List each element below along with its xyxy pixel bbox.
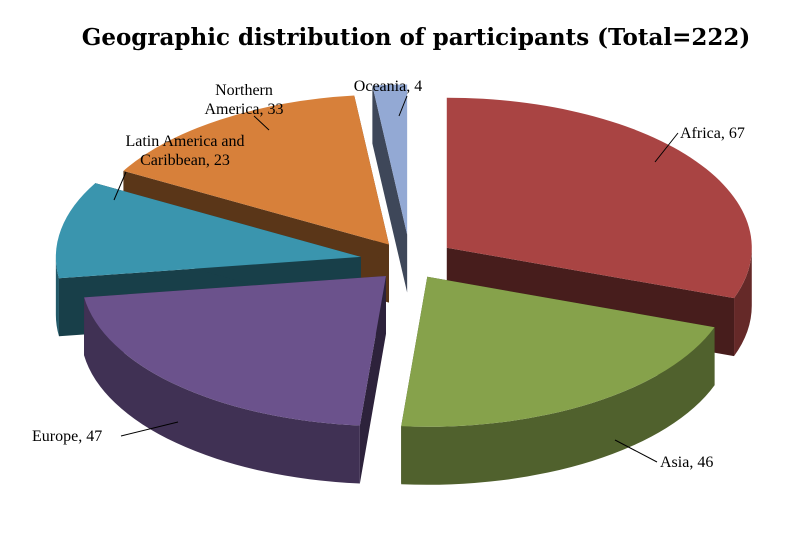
leader-line-latin-america-and-caribbean: [113, 171, 127, 201]
slice-labels: Africa, 67 Asia, 46 Europe, 47 Latin Americ…: [32, 78, 745, 471]
chart-title: Geographic distribution of participants …: [82, 24, 751, 51]
leader-line-oceania: [398, 95, 408, 117]
slice-europe: [84, 275, 386, 484]
slice-label-latin-america-and-caribbean: Latin America and Caribbean, 23: [125, 133, 244, 169]
slice-label-northern-america: Northern America, 33: [204, 82, 283, 118]
leader-line-northern-america: [253, 115, 270, 131]
leader-line-europe: [120, 421, 179, 437]
leader-line-asia: [614, 439, 658, 463]
pie-slices: [55, 84, 752, 485]
leader-line-africa: [654, 132, 679, 163]
slice-label-europe: Europe, 47: [32, 428, 102, 445]
slice-latin-america-and-caribbean: [55, 183, 361, 337]
slice-asia: [401, 276, 715, 485]
slice-label-oceania: Oceania, 4: [354, 78, 422, 95]
slice-oceania: [372, 84, 408, 293]
slice-label-asia: Asia, 46: [660, 454, 713, 471]
slice-label-africa: Africa, 67: [680, 125, 745, 142]
